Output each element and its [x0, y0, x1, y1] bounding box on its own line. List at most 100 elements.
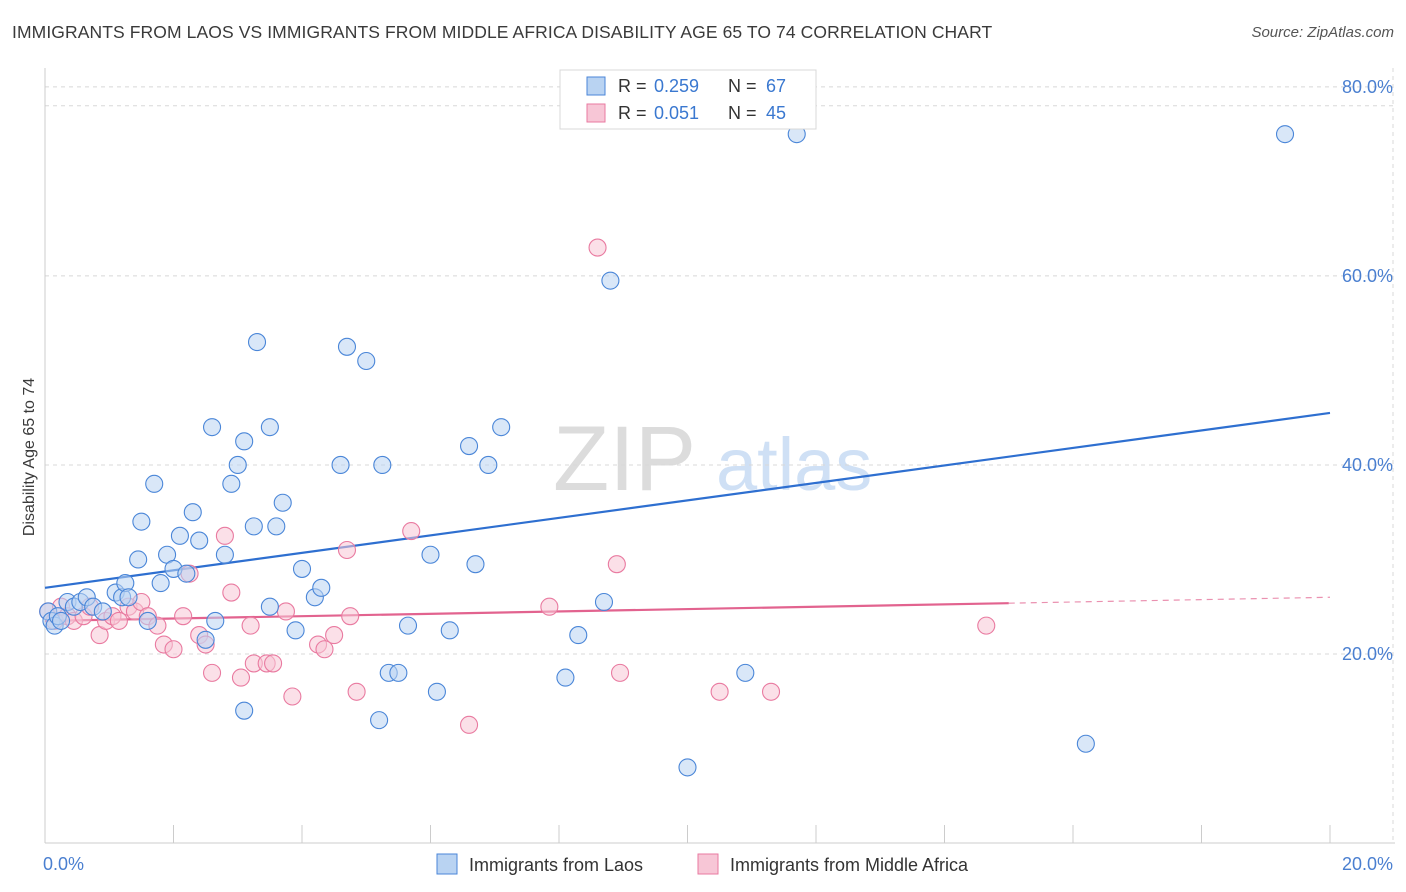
point-middle-africa-36 [341, 607, 360, 626]
point-laos-58 [492, 418, 511, 437]
stats-legend-swatch-pink [586, 103, 606, 123]
point-laos-16 [132, 512, 151, 531]
series-legend: Immigrants from Laos Immigrants from Mid… [436, 853, 969, 875]
point-middle-africa-23 [215, 526, 234, 545]
stats-legend-n-label-blue: N = [728, 76, 762, 96]
point-laos-14 [119, 588, 138, 607]
trend-line-extension-1 [1008, 596, 1331, 604]
chart-source: Source: ZipAtlas.com [1251, 24, 1394, 41]
point-middle-africa-43 [610, 663, 630, 682]
axes [44, 68, 1395, 844]
point-laos-51 [398, 616, 418, 635]
point-middle-africa-30 [276, 602, 295, 621]
point-laos-47 [370, 711, 389, 730]
point-middle-africa-39 [459, 715, 479, 734]
point-laos-53 [427, 682, 446, 701]
stats-legend-n-value-blue: 67 [766, 76, 786, 96]
point-laos-18 [145, 474, 164, 493]
point-laos-25 [190, 531, 209, 550]
y-tick-label-2: 60.0% [1342, 266, 1393, 286]
point-laos-22 [170, 526, 189, 545]
point-laos-10 [93, 602, 112, 621]
stats-legend-n-value-pink: 45 [766, 103, 786, 123]
point-middle-africa-42 [607, 555, 626, 574]
point-laos-33 [235, 701, 254, 720]
point-laos-52 [421, 545, 440, 564]
point-laos-41 [292, 559, 312, 578]
point-laos-37 [260, 597, 279, 616]
point-laos-45 [337, 337, 357, 356]
y-tick-labels: 20.0% 40.0% 60.0% 80.0% [1342, 77, 1393, 664]
watermark-zip: ZIP [553, 408, 696, 510]
point-middle-africa-40 [540, 597, 559, 616]
stats-legend: R = 0.259 N = 67 R = 0.051 N = 45 [559, 69, 817, 130]
point-middle-africa-45 [761, 682, 781, 701]
x-tick-label-0: 0.0% [43, 854, 84, 874]
point-laos-50 [389, 663, 408, 682]
point-laos-23 [177, 564, 196, 583]
stats-legend-r-value-blue: 0.259 [654, 76, 699, 96]
point-laos-29 [215, 545, 234, 564]
trend-lines [44, 411, 1331, 622]
point-laos-56 [466, 555, 485, 574]
point-laos-4 [52, 611, 71, 630]
point-laos-64 [736, 663, 755, 682]
x-tick-label-1: 20.0% [1342, 854, 1393, 874]
point-laos-15 [129, 550, 148, 569]
point-laos-34 [244, 517, 263, 536]
point-middle-africa-24 [222, 583, 241, 602]
point-middle-africa-18 [174, 607, 193, 626]
point-laos-66 [1076, 734, 1095, 753]
y-axis-label: Disability Age 65 to 74 [21, 378, 38, 536]
point-middle-africa-38 [402, 522, 421, 541]
point-laos-63 [678, 758, 697, 777]
point-laos-39 [273, 493, 292, 512]
series-legend-label-laos: Immigrants from Laos [469, 855, 643, 875]
point-laos-32 [235, 432, 254, 451]
y-tick-label-0: 20.0% [1342, 644, 1393, 664]
point-laos-57 [479, 455, 498, 475]
point-laos-36 [260, 418, 279, 437]
point-middle-africa-35 [337, 540, 357, 560]
point-laos-55 [459, 436, 479, 456]
point-laos-35 [247, 333, 267, 352]
point-laos-30 [222, 474, 241, 493]
trend-line-1 [44, 602, 1009, 622]
point-laos-27 [203, 418, 222, 437]
chart-title: IMMIGRANTS FROM LAOS VS IMMIGRANTS FROM … [12, 22, 993, 42]
point-middle-africa-44 [710, 682, 729, 701]
point-laos-17 [138, 611, 157, 630]
point-laos-38 [267, 517, 286, 536]
point-middle-africa-37 [347, 682, 366, 701]
data-points [39, 125, 1295, 777]
point-laos-26 [196, 630, 215, 649]
point-middle-africa-29 [264, 654, 283, 673]
point-laos-60 [569, 626, 588, 645]
point-laos-48 [373, 455, 392, 475]
point-laos-31 [228, 455, 247, 475]
point-laos-28 [206, 611, 225, 630]
point-middle-africa-25 [231, 668, 251, 687]
watermark: ZIP atlas [553, 408, 872, 510]
y-tick-label-1: 40.0% [1342, 455, 1393, 475]
y-tick-label-3: 80.0% [1342, 77, 1393, 97]
point-middle-africa-33 [315, 640, 334, 659]
point-laos-24 [183, 503, 202, 522]
point-laos-40 [286, 621, 305, 640]
stats-legend-r-value-pink: 0.051 [654, 103, 699, 123]
x-tick-labels: 0.0% 20.0% [43, 854, 1393, 874]
series-legend-swatch-middle-africa [697, 853, 719, 875]
point-middle-africa-34 [325, 626, 344, 645]
point-middle-africa-31 [283, 687, 302, 706]
stats-legend-r-label-blue: R = [618, 76, 652, 96]
point-laos-59 [556, 668, 575, 687]
point-laos-61 [594, 592, 614, 612]
point-laos-43 [312, 578, 331, 597]
stats-legend-n-label-pink: N = [728, 103, 762, 123]
series-legend-swatch-laos [436, 853, 458, 875]
point-middle-africa-41 [588, 238, 607, 257]
trend-line-0 [44, 411, 1331, 589]
point-middle-africa-26 [241, 616, 260, 635]
